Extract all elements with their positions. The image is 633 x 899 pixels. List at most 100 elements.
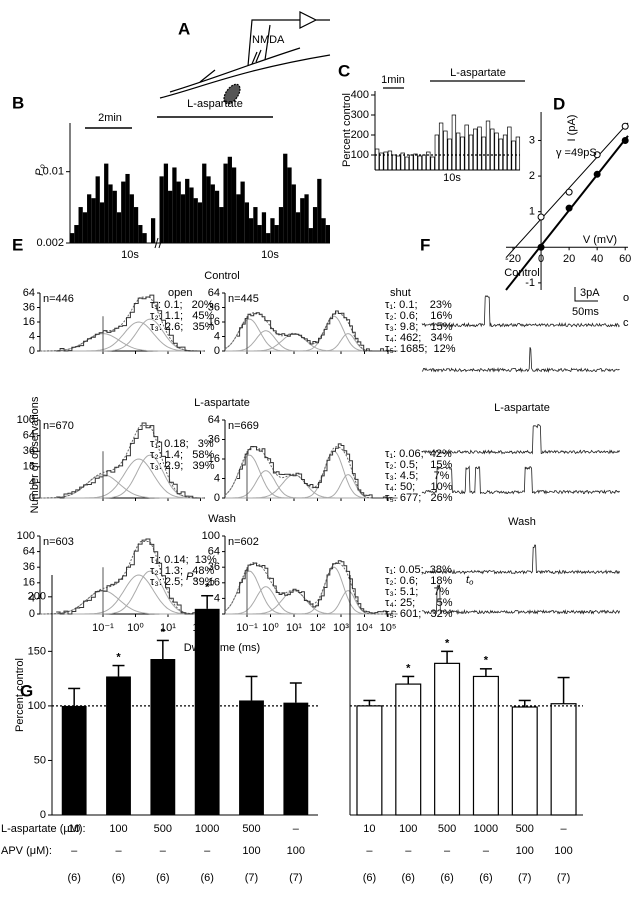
fit-component: [225, 333, 398, 352]
time-constant: τ₃: 5.1; 7%: [385, 586, 450, 598]
y-tick-label: 16: [23, 316, 35, 328]
axis-break: [154, 237, 163, 249]
panel-letter: G: [20, 681, 33, 700]
y-axis-label: I (pA): [566, 115, 578, 142]
bar: [249, 218, 254, 243]
row-title: Control: [204, 270, 239, 282]
y-tick-label: 4: [29, 330, 35, 342]
condition-value: –: [293, 823, 300, 835]
dendrite: [159, 54, 331, 99]
bar: [460, 136, 465, 171]
y-tick-label: 400: [351, 89, 369, 101]
y-tick-label: 64: [23, 546, 35, 558]
x-tick-label: 10⁰: [262, 622, 279, 634]
bar: [481, 136, 486, 171]
bar: [490, 128, 495, 171]
bar: [308, 228, 313, 243]
bar: [550, 703, 577, 816]
fit-line: [505, 135, 629, 291]
bar: [82, 212, 88, 243]
bar: [451, 114, 457, 171]
chart-title-sub: o: [469, 578, 474, 587]
scale-bar-label: 3pA: [580, 287, 600, 299]
condition-value: –: [204, 845, 211, 857]
time-constant: τ₂: 0.5; 15%: [385, 459, 453, 471]
x-tick-label: 10¹: [286, 622, 302, 634]
electrode: [264, 24, 271, 61]
time-constant: τ₁: 0.14; 13%: [150, 554, 217, 566]
condition-value: 100: [399, 823, 417, 835]
x-tick-label: 10⁰: [127, 622, 144, 634]
x-tick-label: 10⁻¹: [92, 622, 114, 634]
bar: [455, 132, 461, 171]
y-tick-label: 0: [214, 492, 220, 504]
data-point: [565, 204, 573, 212]
time-constant: τ₂: 1.4; 58%: [150, 449, 214, 461]
condition-value: (7): [557, 872, 570, 884]
y-tick-label: 0: [40, 809, 46, 821]
y-tick-label: 16: [208, 453, 220, 465]
condition-value: –: [366, 845, 373, 857]
y-axis-label: Po: [34, 163, 47, 175]
bar: [150, 659, 176, 815]
bar: [104, 163, 109, 243]
y-tick-label: 4: [214, 330, 220, 342]
bar: [121, 181, 126, 243]
event-count: n=669: [228, 420, 259, 432]
bar: [278, 207, 284, 243]
condition-value: (6): [67, 872, 80, 884]
y-tick-label: 36: [208, 301, 220, 313]
event-count: n=445: [228, 293, 259, 305]
condition-value: (7): [289, 872, 302, 884]
bar: [430, 156, 435, 171]
condition-value: –: [160, 845, 167, 857]
y-tick-label: 200: [28, 591, 46, 603]
bar: [206, 176, 211, 243]
bar: [244, 202, 250, 243]
chart-title: Po: [186, 571, 198, 584]
current-trace: [421, 584, 620, 615]
bar: [321, 218, 326, 243]
time-constant: τ₅: 601; 32%: [385, 608, 453, 620]
bar: [112, 190, 117, 243]
fit-component: [225, 590, 398, 615]
bar: [304, 194, 309, 243]
time-constant: τ₄: 50; 10%: [385, 481, 453, 493]
x-axis-label: V (mV): [583, 234, 617, 246]
condition-value: 10: [68, 823, 80, 835]
bar: [236, 194, 241, 243]
bar: [163, 163, 169, 243]
bar: [210, 184, 215, 243]
bar: [409, 154, 414, 171]
bar: [392, 154, 397, 171]
x-tick-label: 10³: [333, 622, 349, 634]
time-label: 10s: [443, 172, 461, 184]
y-axis-label: Number of observations: [29, 396, 41, 513]
condition-value: 10: [363, 823, 375, 835]
fit-component: [224, 570, 398, 615]
condition-value: (7): [518, 872, 531, 884]
x-tick-label: 10¹: [160, 622, 176, 634]
neuron-diagram: [159, 11, 331, 105]
significance-mark: *: [161, 626, 166, 638]
y-tick-label: 0: [29, 608, 35, 620]
bar: [189, 187, 194, 243]
bar: [138, 225, 143, 243]
bar: [270, 218, 275, 243]
x-tick-label: 10⁵: [380, 622, 397, 634]
bar: [176, 181, 181, 243]
bar: [312, 207, 318, 243]
panel-letter: B: [12, 93, 24, 112]
event-count: n=446: [43, 293, 74, 305]
condition-value: –: [71, 845, 78, 857]
row-title: L-aspartate: [194, 397, 250, 409]
current-trace: [421, 423, 620, 455]
y-tick-label: 0: [214, 345, 220, 357]
y-tick-label: 200: [351, 129, 369, 141]
bar: [91, 198, 96, 243]
condition-value: 100: [109, 823, 127, 835]
y-tick-label: 4: [29, 476, 35, 488]
bar: [231, 167, 237, 243]
electrode: [247, 19, 300, 67]
condition-value: 100: [554, 845, 572, 857]
